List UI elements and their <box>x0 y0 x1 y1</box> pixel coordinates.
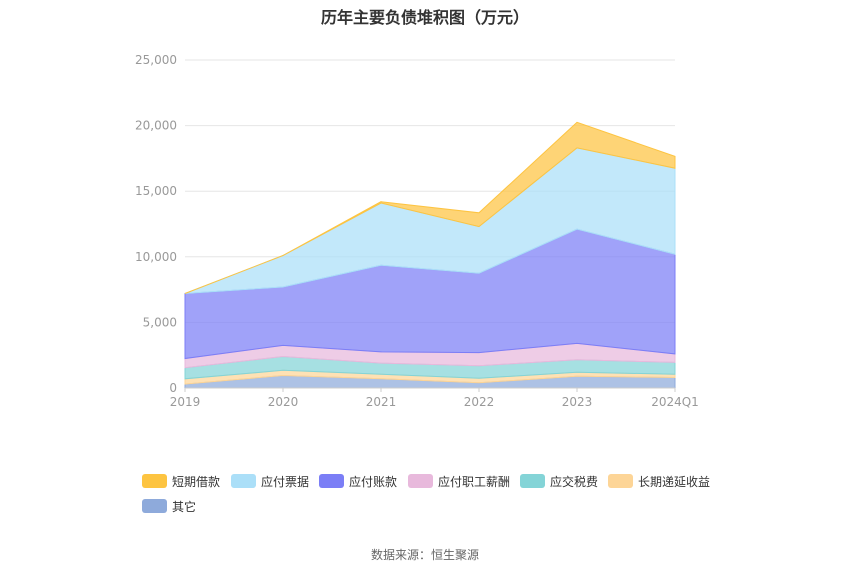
y-tick-label: 10,000 <box>135 250 177 264</box>
legend-swatch <box>608 474 633 488</box>
x-tick-label: 2021 <box>366 395 397 409</box>
legend-label: 应付票据 <box>261 474 310 489</box>
source-note: 数据来源：恒生聚源 <box>370 548 479 562</box>
legend-swatch <box>520 474 545 488</box>
y-axis-ticks: 0 5,000 10,000 15,000 20,000 25,000 <box>135 53 177 395</box>
legend-item[interactable]: 短期借款 <box>142 472 220 490</box>
x-tick-label: 2023 <box>562 395 593 409</box>
legend-item[interactable]: 长期递延收益 <box>608 472 710 490</box>
x-tick-label: 2020 <box>268 395 299 409</box>
legend-label: 应交税费 <box>550 474 599 489</box>
legend-label: 应付账款 <box>349 474 398 489</box>
chart-title: 历年主要负债堆积图（万元） <box>320 8 529 27</box>
legend-swatch <box>142 474 167 488</box>
legend-swatch <box>319 474 344 488</box>
legend-item[interactable]: 应付职工薪酬 <box>408 472 510 490</box>
y-tick-label: 5,000 <box>143 315 177 329</box>
legend-swatch <box>408 474 433 488</box>
legend-item[interactable]: 应付账款 <box>319 472 397 490</box>
y-tick-label: 0 <box>169 381 177 395</box>
x-axis-ticks: 2019 2020 2021 2022 2023 2024Q1 <box>170 395 699 409</box>
series-area-6 <box>184 121 676 294</box>
area-layer <box>184 121 676 389</box>
legend-label: 其它 <box>172 499 197 514</box>
legend-swatch <box>142 499 167 513</box>
legend-item[interactable]: 其它 <box>142 497 196 515</box>
legend-item[interactable]: 应交税费 <box>520 472 598 490</box>
x-tick-label: 2019 <box>170 395 201 409</box>
y-tick-label: 20,000 <box>135 119 177 133</box>
y-tick-label: 25,000 <box>135 53 177 67</box>
legend-swatch <box>231 474 256 488</box>
x-tick-label: 2022 <box>464 395 495 409</box>
legend-label: 应付职工薪酬 <box>438 474 511 489</box>
y-tick-label: 15,000 <box>135 184 177 198</box>
x-tick-label: 2024Q1 <box>651 395 699 409</box>
legend-item[interactable]: 应付票据 <box>231 472 309 490</box>
legend-label: 短期借款 <box>172 474 221 489</box>
legend-label: 长期递延收益 <box>638 474 711 489</box>
axis-layer <box>184 387 676 392</box>
